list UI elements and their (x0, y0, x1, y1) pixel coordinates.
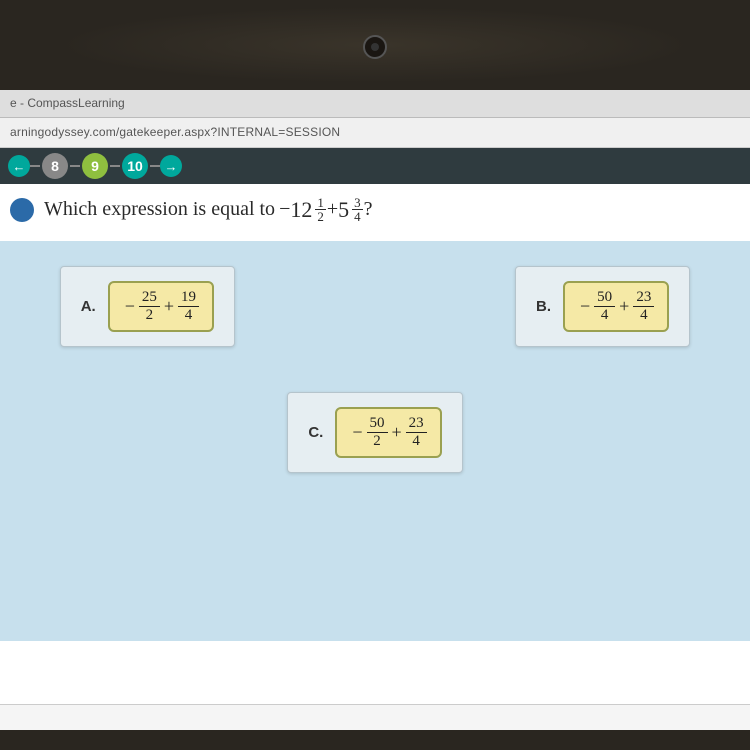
choice-B-label: B. (536, 298, 551, 315)
choice-C-expression: − 502 + 234 (335, 407, 441, 458)
choice-A-expression: − 252 + 194 (108, 281, 214, 332)
choice-C-label: C. (308, 424, 323, 441)
question-bullet-icon (10, 198, 34, 222)
question-row: Which expression is equal to − 12 1 2 + … (0, 184, 750, 241)
nav-q10[interactable]: 10 (122, 153, 148, 179)
nav-q9[interactable]: 9 (82, 153, 108, 179)
nav-forward-button[interactable]: → (160, 155, 182, 177)
webcam (363, 35, 387, 59)
choice-B-expression: − 504 + 234 (563, 281, 669, 332)
choice-A-label: A. (81, 298, 96, 315)
answers-area: A. − 252 + 194 B. − 504 + 234 (0, 241, 750, 641)
nav-q8[interactable]: 8 (42, 153, 68, 179)
browser-tab[interactable]: e - CompassLearning (0, 90, 750, 118)
address-bar[interactable]: arningodyssey.com/gatekeeper.aspx?INTERN… (0, 118, 750, 148)
taskbar (0, 704, 750, 730)
choice-B[interactable]: B. − 504 + 234 (515, 266, 690, 347)
question-text: Which expression is equal to − 12 1 2 + … (44, 196, 373, 223)
choice-C[interactable]: C. − 502 + 234 (287, 392, 462, 473)
choice-A[interactable]: A. − 252 + 194 (60, 266, 235, 347)
screen-area: e - CompassLearning arningodyssey.com/ga… (0, 90, 750, 730)
nav-back-button[interactable]: ← (8, 155, 30, 177)
laptop-bezel (0, 0, 750, 90)
question-nav: ← 8 9 10 → (0, 148, 750, 184)
